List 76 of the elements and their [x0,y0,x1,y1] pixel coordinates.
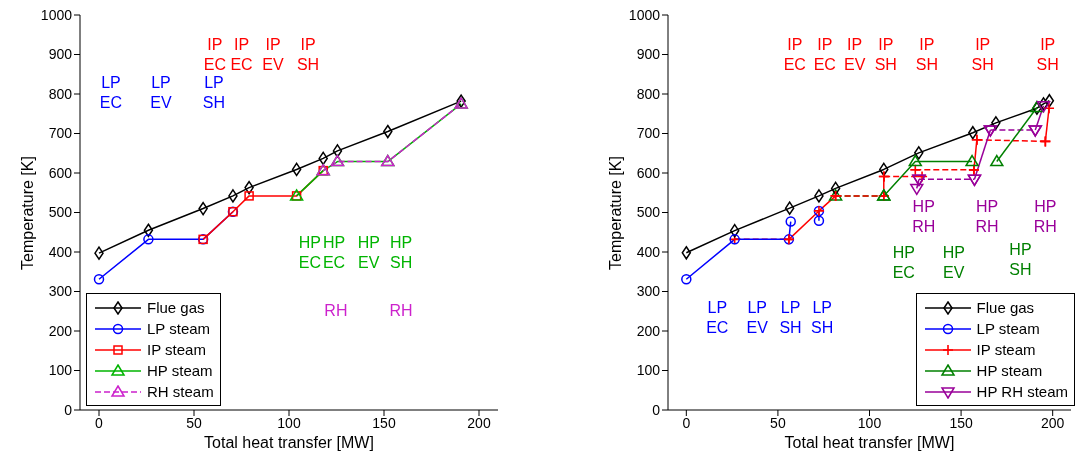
legend-label: LP steam [147,320,211,337]
y-tick-label: 500 [48,204,73,221]
annotation: IP SH [874,34,897,75]
y-tick-label: 600 [48,164,73,181]
y-tick-label: 900 [636,46,661,63]
annotation: RH [389,300,413,321]
annotation: IP EC [230,34,253,75]
x-tick-label: 100 [857,414,882,431]
annotation: IP EC [813,34,836,75]
y-tick-label: 500 [636,204,661,221]
legend-label: IP steam [147,341,206,358]
annotation: HP RH [975,196,999,237]
annotation: HP EC [892,242,915,283]
x-axis-title: Total heat transfer [MW] [783,434,956,452]
legend-label: Flue gas [147,299,205,316]
annotation: HP EC [298,233,322,274]
annotation: IP SH [915,34,938,75]
legend-label: HP steam [147,362,213,379]
annotation: LP EV [746,298,768,339]
x-tick-label: 200 [1041,414,1065,431]
y-tick-label: 900 [48,46,73,63]
y-tick-label: 300 [636,283,661,300]
annotation: HP RH [912,196,936,237]
legend-label: IP steam [976,341,1036,358]
annotation: IP EC [783,34,806,75]
annotation: LP SH [202,72,226,113]
annotation: LP EV [150,72,172,113]
annotation: IP SH [971,34,994,75]
y-tick-label: 300 [48,283,73,300]
annotation: LP EC [706,298,729,339]
legend-label: LP steam [976,320,1040,337]
y-tick-label: 200 [48,322,73,339]
y-tick-label: 800 [48,85,73,102]
annotation: HP EC [322,233,346,274]
legend-label: HP RH steam [976,383,1068,400]
y-tick-label: 100 [636,362,661,379]
y-tick-label: 700 [636,125,661,142]
y-tick-label: 700 [48,125,73,142]
y-tick-label: 200 [636,322,661,339]
annotation: IP SH [1036,34,1059,75]
annotation: IP EC [203,34,227,75]
y-tick-label: 0 [652,401,661,418]
legend-label: HP steam [976,362,1043,379]
y-tick-label: 400 [48,243,73,260]
annotation: HP SH [389,233,413,274]
x-tick-label: 0 [682,414,691,431]
annotation: HP EV [357,233,380,274]
annotation: HP SH [1009,239,1032,280]
legend-label: RH steam [147,383,214,400]
annotation: IP EV [262,34,284,75]
y-tick-label: 800 [636,85,661,102]
x-tick-label: 150 [372,414,396,431]
legend-label: Flue gas [976,299,1035,316]
x-tick-label: 50 [186,414,202,431]
x-tick-label: 50 [770,414,786,431]
annotation: HP RH [1033,196,1057,237]
annotation: IP EV [843,34,866,75]
y-tick-label: 1000 [628,6,661,23]
x-tick-label: 200 [467,414,491,431]
annotation: RH [324,300,348,321]
x-tick-label: 100 [277,414,301,431]
annotation: HP EV [942,242,965,283]
y-axis-title: Temperature [K] [19,155,37,270]
y-axis-title: Temperature [K] [607,155,625,270]
y-tick-label: 0 [64,401,73,418]
y-tick-label: 1000 [40,6,73,23]
annotation: LP SH [811,298,834,339]
y-tick-label: 400 [636,243,661,260]
x-tick-label: 150 [949,414,973,431]
x-axis-title: Total heat transfer [MW] [203,434,375,452]
y-tick-label: 100 [48,362,73,379]
annotation: LP EC [99,72,123,113]
x-tick-label: 0 [95,414,104,431]
annotation: IP SH [296,34,320,75]
y-tick-label: 600 [636,164,661,181]
annotation: LP SH [779,298,802,339]
